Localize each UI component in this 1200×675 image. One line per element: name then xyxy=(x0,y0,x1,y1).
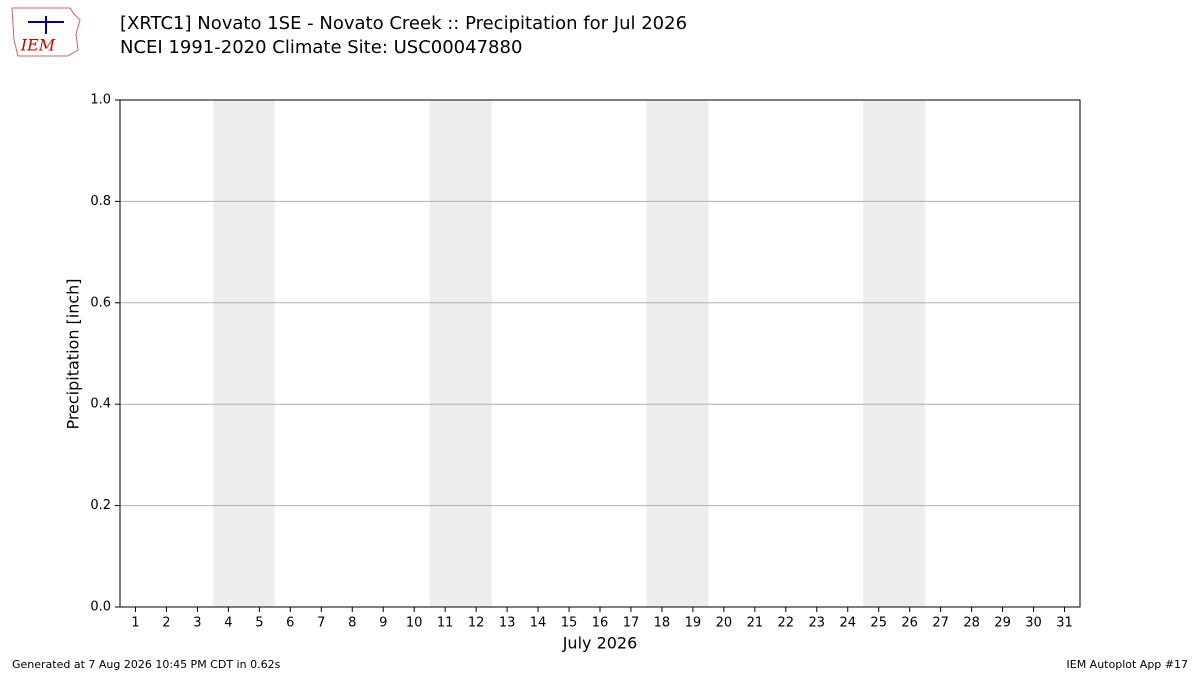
x-tick-label: 24 xyxy=(839,616,856,631)
x-tick-label: 7 xyxy=(317,616,325,631)
x-tick-label: 26 xyxy=(901,616,918,631)
footer-left: Generated at 7 Aug 2026 10:45 PM CDT in … xyxy=(12,658,281,671)
x-tick-label: 21 xyxy=(747,616,764,631)
x-tick-label: 13 xyxy=(499,616,516,631)
y-tick-label: 0.6 xyxy=(90,295,111,310)
footer-right: IEM Autoplot App #17 xyxy=(1067,658,1189,671)
weekend-shade xyxy=(863,100,926,607)
x-tick-label: 14 xyxy=(530,616,547,631)
x-tick-label: 15 xyxy=(561,616,578,631)
x-tick-label: 3 xyxy=(193,616,201,631)
y-tick-label: 0.2 xyxy=(90,498,111,513)
x-tick-label: 1 xyxy=(131,616,139,631)
x-tick-label: 10 xyxy=(406,616,423,631)
logo: IEM xyxy=(11,7,81,57)
x-tick-label: 22 xyxy=(778,616,795,631)
x-tick-label: 12 xyxy=(468,616,485,631)
x-tick-label: 2 xyxy=(162,616,170,631)
weekend-shade xyxy=(646,100,709,607)
y-axis-label: Precipitation [inch] xyxy=(64,278,83,429)
x-tick-label: 17 xyxy=(623,616,640,631)
chart-title: [XRTC1] Novato 1SE - Novato Creek :: Pre… xyxy=(120,13,687,34)
x-tick-label: 29 xyxy=(994,616,1011,631)
x-tick-label: 23 xyxy=(809,616,826,631)
y-tick-label: 1.0 xyxy=(90,93,111,108)
x-tick-label: 30 xyxy=(1025,616,1042,631)
y-tick-label: 0.8 xyxy=(90,194,111,209)
y-tick-label: 0.0 xyxy=(90,600,111,615)
chart-subtitle: NCEI 1991-2020 Climate Site: USC00047880 xyxy=(120,37,522,58)
x-tick-label: 31 xyxy=(1056,616,1073,631)
x-tick-label: 8 xyxy=(348,616,356,631)
weekend-shade xyxy=(429,100,492,607)
x-axis-label: July 2026 xyxy=(562,634,638,653)
weekend-shade xyxy=(212,100,275,607)
x-tick-label: 5 xyxy=(255,616,263,631)
x-tick-label: 28 xyxy=(963,616,980,631)
x-tick-label: 25 xyxy=(870,616,887,631)
x-tick-label: 18 xyxy=(654,616,671,631)
x-tick-label: 11 xyxy=(437,616,454,631)
x-tick-label: 4 xyxy=(224,616,232,631)
x-tick-label: 19 xyxy=(685,616,702,631)
x-tick-label: 16 xyxy=(592,616,609,631)
logo-text: IEM xyxy=(20,36,56,55)
y-tick-label: 0.4 xyxy=(90,397,111,412)
plot-frame xyxy=(119,99,1081,608)
x-tick-label: 9 xyxy=(379,616,387,631)
x-tick-label: 27 xyxy=(932,616,949,631)
x-tick-label: 20 xyxy=(716,616,733,631)
x-tick-label: 6 xyxy=(286,616,294,631)
